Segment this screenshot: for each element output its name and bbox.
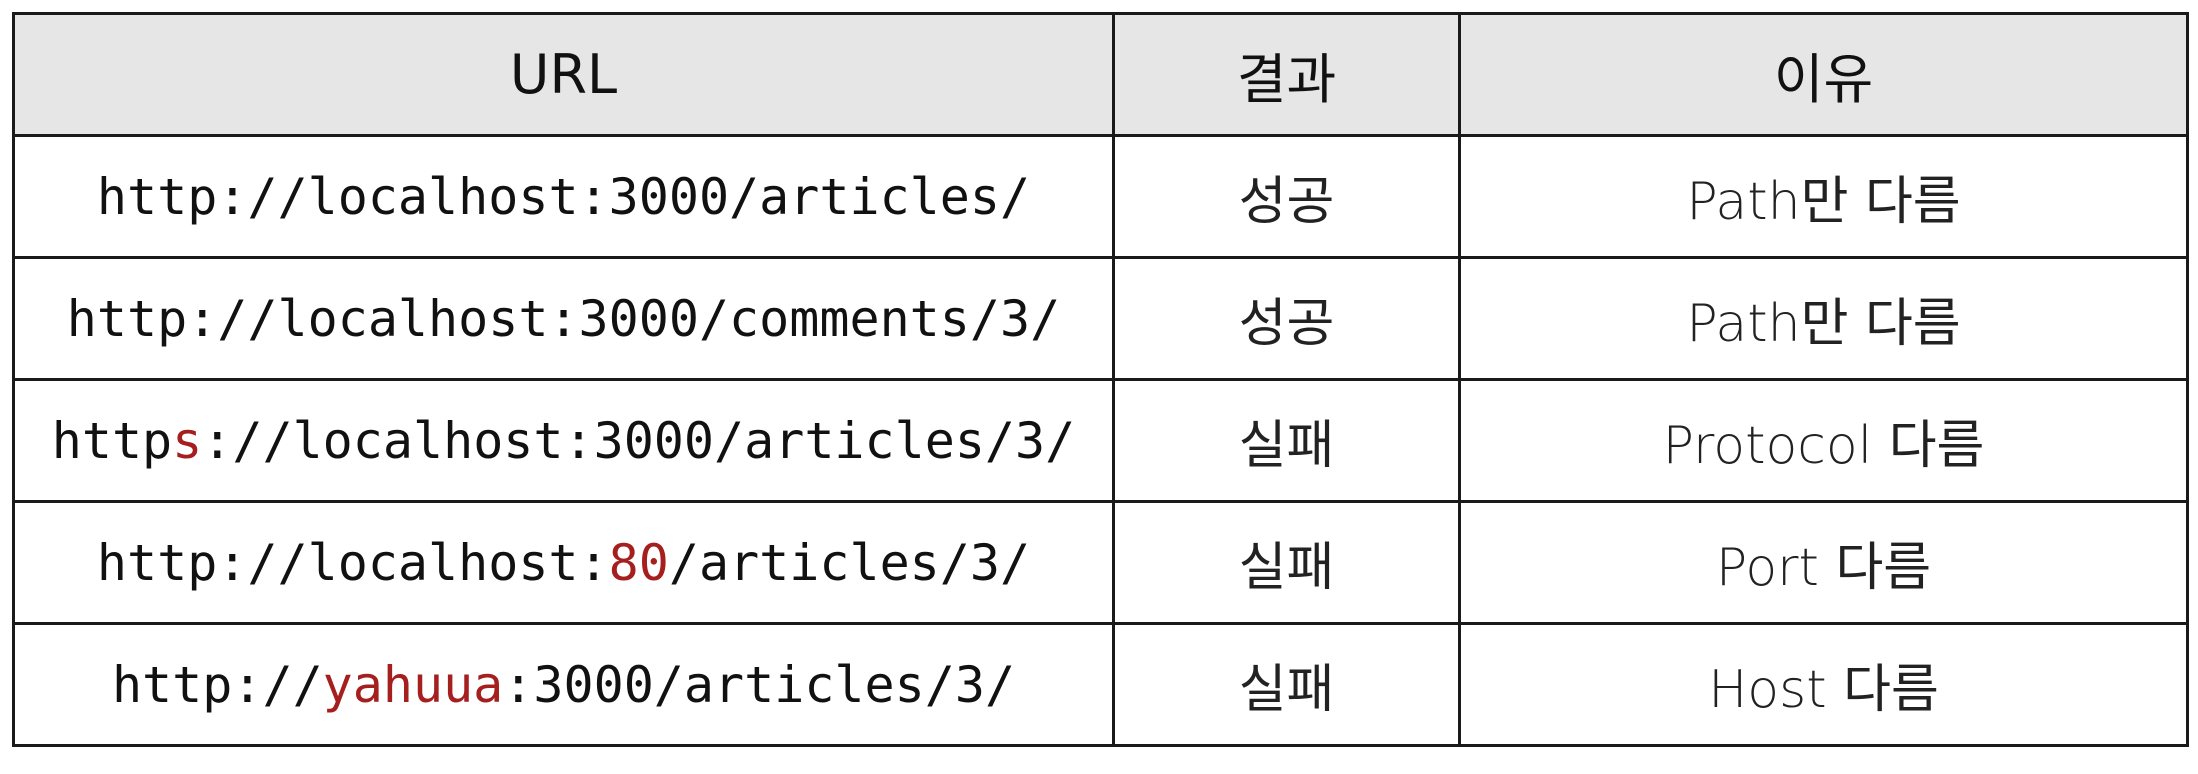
url-highlight: yahuua xyxy=(322,655,504,714)
header-result: 결과 xyxy=(1112,12,1461,137)
url-highlight: 80 xyxy=(608,533,669,592)
url-text: http://localhost:3000/comments/3/ xyxy=(66,289,1061,348)
table-row: http://localhost:3000/comments/3/ 성공 Pat… xyxy=(12,256,2189,381)
reason-cell: Host 다름 xyxy=(1458,622,2189,747)
table-row: http://localhost:80/articles/3/ 실패 Port … xyxy=(12,500,2189,625)
url-text-rest: /articles/3/ xyxy=(668,533,1031,592)
header-row: URL 결과 이유 xyxy=(12,12,2189,137)
table-row: http://yahuua:3000/articles/3/ 실패 Host 다… xyxy=(12,622,2189,747)
reason-cell: Protocol 다름 xyxy=(1458,378,2189,503)
result-cell: 실패 xyxy=(1112,622,1461,747)
table-row: http://localhost:3000/articles/ 성공 Path만… xyxy=(12,134,2189,259)
reason-cell: Port 다름 xyxy=(1458,500,2189,625)
url-cell: http://localhost:80/articles/3/ xyxy=(12,500,1115,625)
result-cell: 성공 xyxy=(1112,134,1461,259)
url-cell: http://yahuua:3000/articles/3/ xyxy=(12,622,1115,747)
result-cell: 실패 xyxy=(1112,500,1461,625)
url-text: http://localhost: xyxy=(96,533,609,592)
url-cell: http://localhost:3000/articles/ xyxy=(12,134,1115,259)
url-text-rest: ://localhost:3000/articles/3/ xyxy=(202,411,1076,470)
reason-cell: Path만 다름 xyxy=(1458,256,2189,381)
url-text: http xyxy=(51,411,173,470)
url-highlight: s xyxy=(172,411,203,470)
same-origin-comparison-table: URL 결과 이유 http://localhost:3000/articles… xyxy=(12,12,2189,747)
url-cell: https://localhost:3000/articles/3/ xyxy=(12,378,1115,503)
table-body: http://localhost:3000/articles/ 성공 Path만… xyxy=(12,134,2189,747)
reason-cell: Path만 다름 xyxy=(1458,134,2189,259)
table-header: URL 결과 이유 xyxy=(12,12,2189,137)
url-text: http:// xyxy=(111,655,323,714)
result-cell: 성공 xyxy=(1112,256,1461,381)
header-reason: 이유 xyxy=(1458,12,2189,137)
result-cell: 실패 xyxy=(1112,378,1461,503)
url-cell: http://localhost:3000/comments/3/ xyxy=(12,256,1115,381)
header-url: URL xyxy=(12,12,1115,137)
table-row: https://localhost:3000/articles/3/ 실패 Pr… xyxy=(12,378,2189,503)
url-text: http://localhost:3000/articles/ xyxy=(96,167,1031,226)
url-text-rest: :3000/articles/3/ xyxy=(503,655,1016,714)
